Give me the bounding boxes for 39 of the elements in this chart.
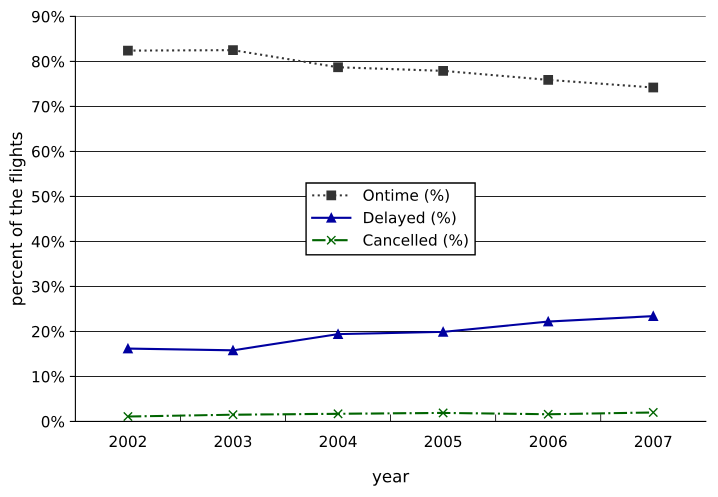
y-tick-label: 80% — [32, 56, 64, 68]
point — [228, 410, 238, 420]
point — [648, 311, 658, 322]
point — [123, 46, 133, 56]
y-tick-label: 40% — [32, 236, 64, 248]
y-tick-label: 90% — [32, 10, 64, 22]
point — [333, 62, 343, 72]
y-tick-label: 0% — [42, 416, 64, 428]
legend-label: Ontime (%) — [363, 189, 449, 203]
x-tick-label: 2002 — [110, 436, 146, 448]
x-tick-label: 2006 — [530, 436, 567, 448]
point — [438, 408, 448, 418]
x-tick-label: 2004 — [320, 436, 357, 448]
point — [438, 66, 448, 76]
point — [648, 82, 658, 92]
point — [123, 412, 133, 422]
point — [438, 327, 448, 337]
point — [228, 45, 238, 56]
y-tick-label: 10% — [32, 370, 64, 382]
y-axis-title: percent of the flights — [9, 132, 26, 305]
point — [543, 409, 554, 420]
y-tick-label: 50% — [32, 190, 64, 202]
y-tick-label: 20% — [32, 326, 64, 338]
x-tick-label: 2003 — [214, 436, 252, 448]
point — [228, 345, 238, 356]
y-tick-label: 60% — [32, 146, 64, 158]
y-tick-label: 70% — [32, 100, 64, 112]
point — [543, 316, 554, 326]
legend-label: Delayed (%) — [364, 212, 456, 226]
x-tick-label: 2005 — [424, 436, 462, 448]
point — [333, 408, 343, 419]
point — [543, 75, 554, 85]
point — [648, 408, 658, 418]
x-axis-title: year — [372, 472, 410, 486]
x-tick-label: 2007 — [634, 436, 672, 448]
y-tick-label: 30% — [32, 280, 64, 292]
legend-label: Cancelled (%) — [363, 234, 468, 248]
point — [123, 344, 133, 354]
point — [333, 329, 343, 340]
